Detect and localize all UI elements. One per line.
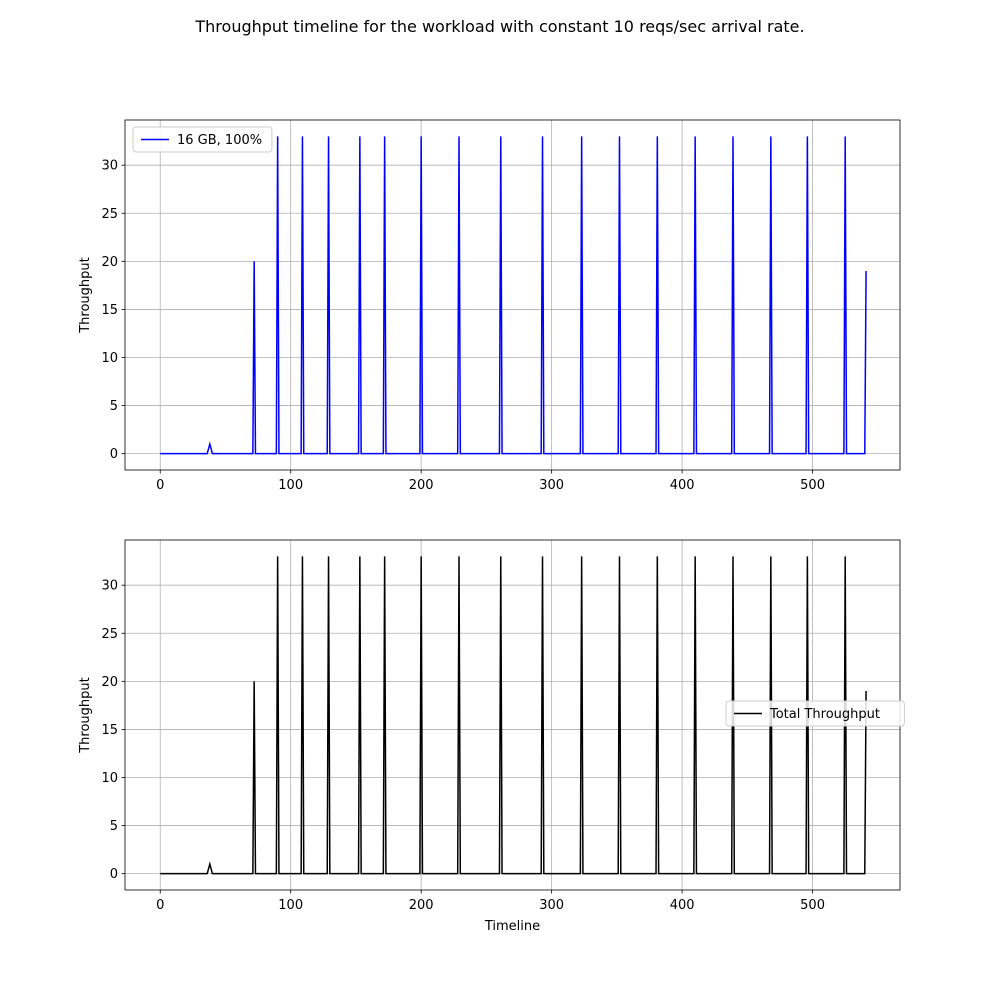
legend-label: Total Throughput <box>769 707 880 722</box>
legend: Total Throughput <box>725 700 905 727</box>
legend: 16 GB, 100% <box>132 126 273 153</box>
x-tick-label: 300 <box>539 478 564 493</box>
x-tick-label: 400 <box>670 898 695 913</box>
x-tick-label: 200 <box>409 898 434 913</box>
axes-frame <box>124 119 901 471</box>
y-tick-label: 20 <box>101 675 118 690</box>
x-tick-label: 200 <box>409 478 434 493</box>
y-tick-label: 25 <box>101 627 118 642</box>
x-tick-label: 500 <box>800 478 825 493</box>
y-tick-label: 0 <box>110 447 118 462</box>
legend-box <box>132 126 273 153</box>
y-tick-label: 20 <box>101 255 118 270</box>
x-tick-label: 400 <box>670 478 695 493</box>
x-axis-label: Timeline <box>484 919 540 934</box>
y-tick-label: 0 <box>110 867 118 882</box>
x-tick-label: 500 <box>800 898 825 913</box>
y-tick-label: 25 <box>101 207 118 222</box>
x-tick-label: 0 <box>156 898 164 913</box>
y-tick-label: 5 <box>110 399 118 414</box>
legend-box <box>725 700 905 727</box>
y-tick-label: 15 <box>101 303 118 318</box>
y-tick-label: 10 <box>101 771 118 786</box>
chart-panel-1: 0 100 200 300 400 500 0 5 10 15 20 25 30 Throughput 16… <box>78 119 901 493</box>
x-tick-label: 100 <box>278 898 303 913</box>
x-tick-label: 300 <box>539 898 564 913</box>
figure-title: Throughput timeline for the workload wit… <box>195 17 805 36</box>
y-tick-label: 30 <box>101 579 118 594</box>
y-tick-label: 5 <box>110 819 118 834</box>
chart-panel-2: 0 100 200 300 400 500 0 5 10 15 20 25 30 Throughput Ti… <box>78 539 905 934</box>
series-line <box>160 136 867 455</box>
series-line <box>160 556 867 875</box>
x-tick-label: 0 <box>156 478 164 493</box>
y-tick-label: 15 <box>101 723 118 738</box>
y-tick-label: 30 <box>101 159 118 174</box>
legend-label: 16 GB, 100% <box>177 133 262 148</box>
y-axis-label: Throughput <box>78 257 93 334</box>
y-tick-label: 10 <box>101 351 118 366</box>
y-axis-label: Throughput <box>78 677 93 754</box>
x-tick-label: 100 <box>278 478 303 493</box>
